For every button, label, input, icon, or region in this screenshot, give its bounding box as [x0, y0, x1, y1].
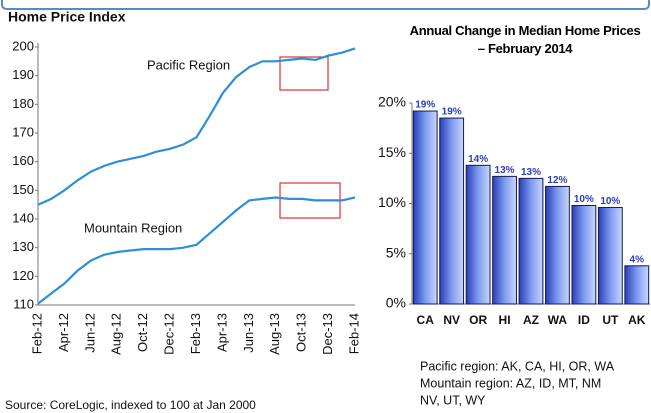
bar — [439, 117, 465, 305]
y-tick-label: 180 — [12, 96, 34, 111]
x-tick-label: CA — [417, 313, 435, 327]
y-tick-label: 15% — [378, 144, 406, 160]
x-tick-label: Apr-12 — [56, 313, 71, 352]
source: Source: CoreLogic, indexed to 100 at Jan… — [5, 398, 256, 412]
y-tick-label: 5% — [386, 244, 406, 260]
bar — [624, 265, 650, 305]
value-label: 13% — [521, 167, 541, 178]
series-line — [37, 196, 356, 305]
bar — [492, 175, 517, 305]
y-tick-label: 190 — [12, 67, 34, 82]
series-label: Mountain Region — [84, 220, 182, 235]
line-chart-title: Home Price Index — [8, 9, 126, 25]
x-tick-label: Jun-13 — [241, 313, 256, 353]
x-tick-label: AZ — [523, 313, 539, 327]
x-tick-label: Apr-13 — [214, 313, 229, 352]
bar — [412, 110, 438, 305]
y-tick-label: 110 — [13, 296, 34, 311]
x-tick-label: Feb-14 — [346, 313, 361, 354]
bar — [465, 164, 491, 305]
series-label: Pacific Region — [147, 57, 230, 72]
x-tick-label: OR — [469, 313, 487, 327]
y-tick-label: 150 — [12, 182, 34, 197]
note: NV, UT, WY — [420, 393, 486, 407]
value-label: 19% — [415, 100, 435, 111]
note: Mountain region: AZ, ID, MT, NM — [420, 376, 601, 390]
value-label: 13% — [495, 165, 515, 176]
x-tick-label: NV — [443, 313, 460, 327]
x-tick-label: Aug-12 — [109, 313, 124, 355]
y-tick-label: 0% — [386, 295, 406, 311]
x-tick-label: Dec-12 — [162, 313, 177, 355]
x-tick-label: HI — [499, 313, 511, 327]
value-label: 12% — [547, 175, 567, 186]
value-label: 4% — [630, 254, 645, 265]
y-tick-label: 20% — [378, 94, 406, 110]
x-tick-label: Oct-12 — [135, 313, 150, 352]
x-tick-label: UT — [602, 313, 619, 327]
x-tick-label: Oct-13 — [294, 313, 309, 352]
y-tick-label: 140 — [12, 210, 34, 225]
y-tick-label: 200 — [12, 38, 34, 53]
x-tick-label: Dec-13 — [320, 313, 335, 355]
value-label: 10% — [574, 194, 594, 205]
x-tick-label: Feb-12 — [29, 313, 44, 354]
x-tick-label: Aug-13 — [267, 313, 282, 355]
x-tick-label: Feb-13 — [188, 313, 203, 354]
y-tick-label: 160 — [12, 153, 34, 168]
frame — [1, 0, 650, 10]
x-tick-label: Jun-12 — [82, 313, 97, 353]
value-label: 14% — [468, 154, 488, 165]
highlight-box — [279, 56, 329, 91]
bar-chart-title: Annual Change in Median Home Prices – Fe… — [409, 23, 641, 56]
x-tick-label: AK — [628, 313, 646, 327]
y-tick-label: 120 — [12, 268, 34, 283]
bar — [545, 185, 570, 305]
y-tick-label: 130 — [12, 239, 34, 254]
y-tick-label: 170 — [12, 124, 34, 139]
x-tick-label: ID — [578, 313, 590, 327]
value-label: 19% — [442, 107, 462, 118]
bar — [571, 205, 597, 305]
bar — [518, 177, 544, 305]
y-tick-label: 10% — [378, 194, 406, 210]
note: Pacific region: AK, CA, HI, OR, WA — [420, 359, 615, 373]
bar — [597, 207, 623, 305]
value-label: 10% — [600, 196, 620, 207]
x-tick-label: WA — [548, 313, 568, 327]
series-line — [37, 47, 356, 206]
